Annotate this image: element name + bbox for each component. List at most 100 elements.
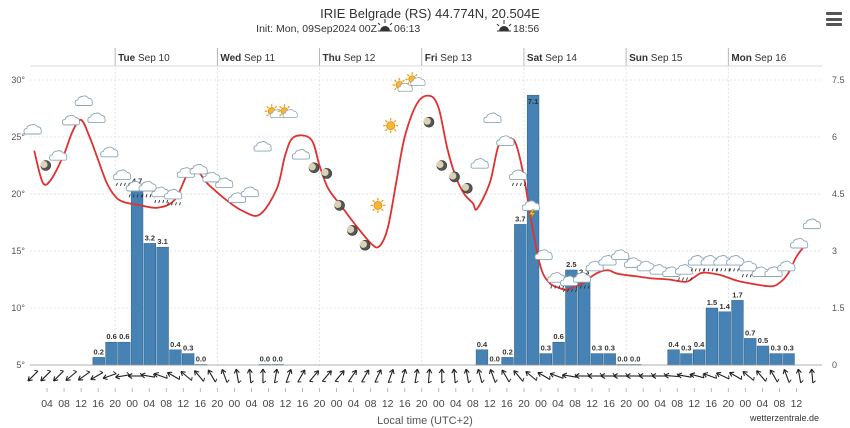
wind-arrow bbox=[285, 368, 293, 384]
right-tick-label: 3 bbox=[832, 246, 837, 256]
wind-shaft bbox=[53, 370, 64, 382]
rain-drop bbox=[140, 194, 143, 198]
day-header: Wed Sep 11 bbox=[220, 53, 275, 64]
wind-barb bbox=[203, 377, 206, 382]
rain-drop bbox=[729, 268, 732, 272]
wind-arrow bbox=[321, 370, 332, 383]
wind-barb bbox=[522, 377, 525, 382]
wind-shaft bbox=[716, 372, 730, 380]
sun-ray bbox=[384, 119, 388, 123]
wind-arrow bbox=[166, 371, 181, 380]
cloud-icon bbox=[738, 260, 758, 272]
weather-symbol-moon bbox=[449, 171, 460, 183]
weather-symbol-cloud bbox=[802, 218, 821, 230]
precip-label: 0.0 bbox=[260, 355, 270, 364]
cloud-shape bbox=[675, 264, 694, 275]
wind-head bbox=[413, 368, 420, 374]
wind-head bbox=[339, 370, 345, 376]
rain-drop bbox=[575, 285, 578, 289]
x-tick-label: 12 bbox=[586, 398, 598, 410]
x-tick-label: 00 bbox=[229, 398, 241, 410]
moon-crescent bbox=[423, 117, 431, 125]
wind-arrow bbox=[220, 368, 230, 383]
wind-shaft bbox=[387, 369, 394, 383]
weather-symbol-moon bbox=[436, 160, 448, 171]
x-tick-label: 20 bbox=[212, 398, 224, 410]
rain-drop bbox=[166, 199, 169, 204]
rain-drop bbox=[733, 268, 736, 272]
wind-arrow bbox=[401, 368, 408, 384]
rain-drop bbox=[145, 194, 148, 198]
wind-barb bbox=[335, 380, 339, 383]
wind-shaft bbox=[153, 373, 168, 379]
wind-arrow bbox=[65, 370, 78, 382]
rain-drop bbox=[711, 268, 714, 272]
rain-drop bbox=[682, 277, 684, 281]
precip-label: 0.3 bbox=[681, 344, 691, 353]
wind-head bbox=[488, 368, 495, 375]
wind-head bbox=[729, 371, 735, 377]
wind-arrow bbox=[259, 368, 267, 384]
wind-head bbox=[651, 373, 657, 379]
wind-arrow bbox=[194, 370, 206, 382]
precip-label: 0.3 bbox=[541, 344, 551, 353]
wind-arrow bbox=[769, 369, 780, 383]
wind-barb bbox=[73, 370, 77, 372]
wind-arrow bbox=[273, 368, 280, 384]
sun-disc bbox=[373, 200, 383, 210]
cloud-icon bbox=[410, 77, 426, 86]
rain-drop bbox=[563, 288, 565, 293]
wind-arrow bbox=[537, 371, 551, 380]
sun-disc bbox=[386, 121, 396, 130]
cloud-shape bbox=[790, 237, 809, 249]
hamburger-menu-icon[interactable] bbox=[826, 12, 842, 26]
left-tick-label: 5° bbox=[16, 360, 25, 370]
wind-head bbox=[90, 375, 96, 381]
wind-shaft bbox=[273, 369, 278, 383]
x-tick-label: 16 bbox=[603, 398, 615, 410]
wind-barb bbox=[481, 379, 485, 384]
precip-bar bbox=[590, 353, 604, 366]
rain-drop bbox=[167, 202, 169, 206]
wind-barb bbox=[348, 381, 352, 383]
x-tick-label: 16 bbox=[705, 398, 717, 410]
precip-label: 0.4 bbox=[668, 340, 679, 349]
rain-drop bbox=[550, 285, 553, 289]
wind-arrow bbox=[361, 369, 370, 383]
sun-icon bbox=[370, 197, 386, 213]
wind-arrow bbox=[297, 369, 306, 383]
wind-shaft bbox=[783, 369, 790, 383]
x-tick-label: 00 bbox=[637, 398, 649, 410]
weather-symbol-cloud-rain bbox=[138, 180, 157, 198]
wind-head bbox=[233, 368, 240, 374]
wind-arrow bbox=[476, 368, 485, 384]
init-text: Init: Mon, 09Sep2024 00Z bbox=[256, 23, 377, 35]
rain-drop bbox=[149, 194, 152, 198]
cloud-icon bbox=[790, 237, 809, 249]
cloud-icon bbox=[508, 169, 528, 181]
wind-arrow bbox=[525, 370, 538, 381]
wind-head bbox=[690, 372, 696, 379]
wind-shaft bbox=[465, 369, 470, 383]
cloud-icon bbox=[100, 146, 119, 158]
x-tick-label: 20 bbox=[722, 398, 734, 410]
wind-shaft bbox=[677, 374, 692, 378]
wind-shaft bbox=[361, 369, 370, 383]
rain-drop bbox=[554, 285, 557, 289]
x-tick-label: 08 bbox=[365, 398, 377, 410]
moon-crescent bbox=[321, 168, 329, 177]
wind-head bbox=[677, 372, 683, 379]
moon-crescent bbox=[40, 160, 48, 169]
wind-shaft bbox=[756, 370, 767, 382]
sun-ray bbox=[393, 119, 397, 123]
precip-label: 0.3 bbox=[183, 344, 193, 353]
wind-arrow bbox=[690, 372, 705, 379]
rain-drop bbox=[575, 288, 577, 293]
precip-label: 0.3 bbox=[771, 344, 781, 353]
x-tick-label: 00 bbox=[535, 398, 547, 410]
wind-shaft bbox=[140, 374, 155, 378]
wind-barb bbox=[401, 381, 406, 384]
precip-label: 0.0 bbox=[196, 355, 206, 364]
cloud-shape bbox=[138, 180, 157, 192]
wind-head bbox=[40, 376, 46, 382]
